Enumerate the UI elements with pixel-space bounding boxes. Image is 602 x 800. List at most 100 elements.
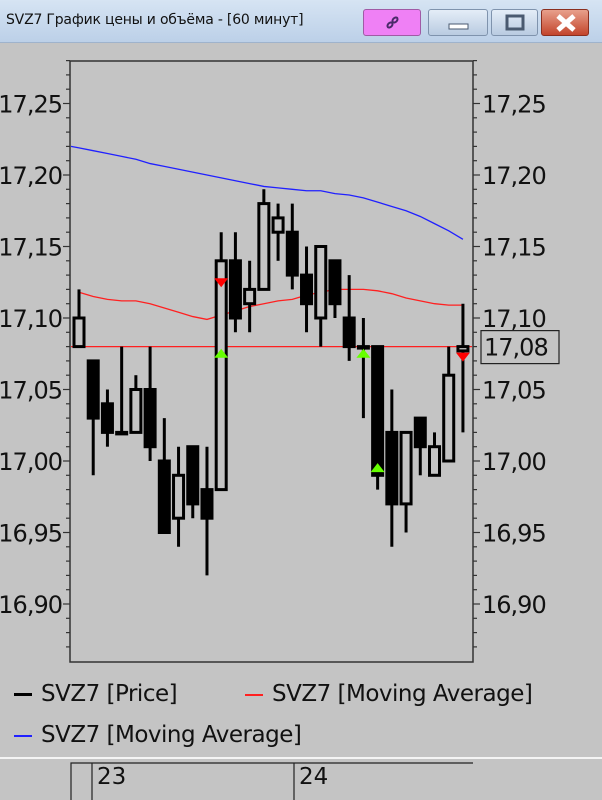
candle-body <box>243 287 257 306</box>
candle <box>228 232 242 333</box>
candle <box>172 446 186 547</box>
y-tick-label-left: 16,95 <box>0 520 62 548</box>
candle-body <box>86 359 100 420</box>
candle-body <box>285 230 299 277</box>
candle-body <box>200 488 214 520</box>
legend-item-ma-blue: SVZ7 [Moving Average] <box>14 722 302 748</box>
buy-signal-marker <box>214 348 229 358</box>
candle <box>271 203 285 261</box>
y-tick-label-left: 17,05 <box>0 377 62 405</box>
candle <box>314 245 328 347</box>
candle-body <box>228 259 242 320</box>
candle <box>200 446 214 576</box>
legend-label: SVZ7 [Moving Average] <box>41 722 302 748</box>
maximize-button[interactable] <box>491 9 538 36</box>
current-price-box <box>480 330 560 365</box>
y-tick-label-left: 17,25 <box>0 91 62 119</box>
legend-item-ma-red: SVZ7 [Moving Average] <box>245 681 533 707</box>
moving-average-line <box>70 145 464 240</box>
candle-body <box>399 430 413 506</box>
candle-body <box>172 473 186 520</box>
y-tick-label-right: 17,15 <box>482 234 546 262</box>
plot-frame <box>69 60 474 663</box>
y-tick-label-left: 17,10 <box>0 305 62 333</box>
y-tick-label-left: 17,00 <box>0 448 62 476</box>
link-button[interactable] <box>363 9 421 36</box>
candle-body <box>385 430 399 506</box>
time-axis-lines <box>70 762 473 800</box>
candle <box>442 346 456 463</box>
y-tick-label-right: 17,25 <box>482 91 546 119</box>
candle <box>385 389 399 547</box>
candle <box>356 318 370 419</box>
candle <box>72 289 86 349</box>
candle-body <box>371 345 385 477</box>
y-axis-right: 17,25 17,20 17,15 17,10 17,05 17,00 16,95 16,90… <box>473 60 560 648</box>
y-tick-label-right: 17,10 <box>482 305 546 333</box>
candle-body <box>271 216 285 234</box>
candle <box>399 430 413 533</box>
candle <box>428 432 441 477</box>
candle <box>285 203 299 290</box>
candle <box>342 275 356 361</box>
candle <box>129 375 143 434</box>
candle-body <box>356 345 370 350</box>
candle-body <box>100 402 114 434</box>
candle <box>100 389 114 447</box>
minimize-icon <box>448 23 469 30</box>
candle-body <box>257 202 271 291</box>
title-bar: SVZ7 График цены и объёма - [60 минут] <box>0 0 602 43</box>
candle <box>186 445 200 519</box>
legend-swatch-black <box>14 693 32 696</box>
candle <box>143 346 157 461</box>
time-axis: 23 24 <box>0 760 602 800</box>
candle-body <box>143 388 157 449</box>
candle-body <box>428 445 441 477</box>
candle-body <box>214 259 228 492</box>
y-tick-label-right: 16,95 <box>482 520 546 548</box>
candle-body <box>342 316 356 349</box>
candle <box>214 232 228 492</box>
minimize-button[interactable] <box>428 9 488 36</box>
time-label: 24 <box>299 764 329 790</box>
maximize-icon <box>505 14 525 31</box>
candle-body <box>115 430 129 436</box>
y-tick-label-left: 17,15 <box>0 234 62 262</box>
legend-label: SVZ7 [Price] <box>41 681 178 707</box>
y-tick-label-left: 16,90 <box>0 591 62 619</box>
legend-item-price: SVZ7 [Price] <box>14 681 178 707</box>
current-price-label: 17,08 <box>484 334 548 362</box>
candle-body <box>456 345 470 353</box>
y-axis-left: 17,25 17,20 17,15 17,10 17,05 17,00 16,95 16,90 <box>0 60 70 648</box>
legend-swatch-blue <box>14 734 32 737</box>
y-tick-label-right: 17,20 <box>482 162 546 190</box>
candle-body <box>442 373 456 463</box>
y-tick-label-left: 17,20 <box>0 162 62 190</box>
candle <box>413 416 427 476</box>
legend-swatch-red <box>245 693 263 696</box>
candle <box>86 359 100 476</box>
window-title: SVZ7 График цены и объёма - [60 минут] <box>6 12 304 28</box>
moving-average-line <box>78 288 463 321</box>
candle-body <box>314 245 328 320</box>
candle-body <box>413 416 427 449</box>
candle <box>257 189 271 291</box>
candle <box>300 246 314 333</box>
candle-body <box>129 388 143 434</box>
candle-body <box>186 445 200 506</box>
legend-label: SVZ7 [Moving Average] <box>272 681 533 707</box>
link-icon <box>386 16 399 29</box>
time-label: 23 <box>97 764 127 790</box>
close-icon <box>556 14 576 32</box>
candle <box>456 303 470 433</box>
y-tick-label-right: 17,00 <box>482 448 546 476</box>
separator <box>0 757 602 759</box>
y-tick-label-right: 16,90 <box>482 591 546 619</box>
close-button[interactable] <box>541 9 589 36</box>
candle <box>328 259 342 318</box>
sell-signal-marker <box>455 352 470 362</box>
candle-body <box>72 316 86 349</box>
candle <box>115 346 129 436</box>
price-chart: 17,25 17,20 17,15 17,10 17,05 17,00 16,95 16,90… <box>0 60 560 663</box>
y-tick-label-right: 17,05 <box>482 377 546 405</box>
